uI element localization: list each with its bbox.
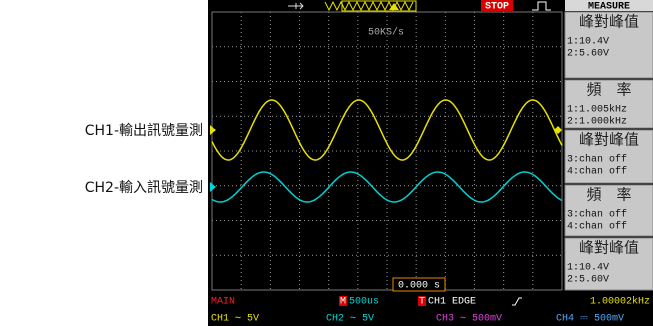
measure-title: 峰對峰值 — [579, 13, 639, 31]
measure-value: 1:10.4V — [567, 37, 609, 48]
measure-title: 峰對峰值 — [579, 131, 639, 149]
trigger-marker: T — [419, 297, 425, 308]
measure-value: 4:chan off — [567, 221, 627, 233]
measure-value: 4:chan off — [567, 166, 627, 178]
trigger-time: 0.000 s — [398, 281, 440, 292]
timebase-marker: M — [340, 297, 346, 308]
ch1-marker: 1 — [213, 127, 219, 138]
ch2-marker: 2 — [213, 184, 219, 195]
channel-setting: CH3 ∼ 500mV — [436, 314, 502, 325]
measure-value: 1:1.005kHz — [567, 104, 627, 116]
measure-value: 2:1.000kHz — [567, 116, 627, 128]
measure-value: 2:5.60V — [567, 49, 609, 60]
measure-title: 頻 率 — [586, 186, 631, 204]
annotation: CH1-輸出訊號量測 — [85, 123, 203, 139]
measure-title: 峰對峰值 — [579, 239, 639, 257]
measure-value: 3:chan off — [567, 154, 627, 166]
menu-title: MEASURE — [588, 2, 630, 13]
channel-setting: CH2 ∼ 5V — [326, 314, 374, 325]
measure-value: 1:10.4V — [567, 263, 609, 274]
frequency: 1.00002kHz — [590, 296, 650, 308]
measure-value: 2:5.60V — [567, 275, 609, 286]
screenshot: CH1-輸出訊號量測 CH2-輸入訊號量測 STOP MEASURE 50KS/… — [0, 0, 653, 326]
page: { "annotations": ["CH1-輸出訊號量測", "CH2-輸入訊… — [0, 0, 653, 326]
measure-value: 3:chan off — [567, 209, 627, 221]
channel-setting: CH1 ∼ 5V — [211, 314, 259, 325]
timebase: 500us — [349, 297, 379, 308]
channel-setting: CH4 ⎓ 500mV — [556, 314, 624, 325]
measure-title: 頻 率 — [586, 81, 631, 99]
sample-rate: 50KS/s — [368, 27, 404, 39]
annotation: CH2-輸入訊號量測 — [85, 180, 203, 196]
run-status: STOP — [485, 2, 509, 13]
trigger: CH1 EDGE — [428, 297, 476, 308]
mode: MAIN — [211, 297, 235, 308]
